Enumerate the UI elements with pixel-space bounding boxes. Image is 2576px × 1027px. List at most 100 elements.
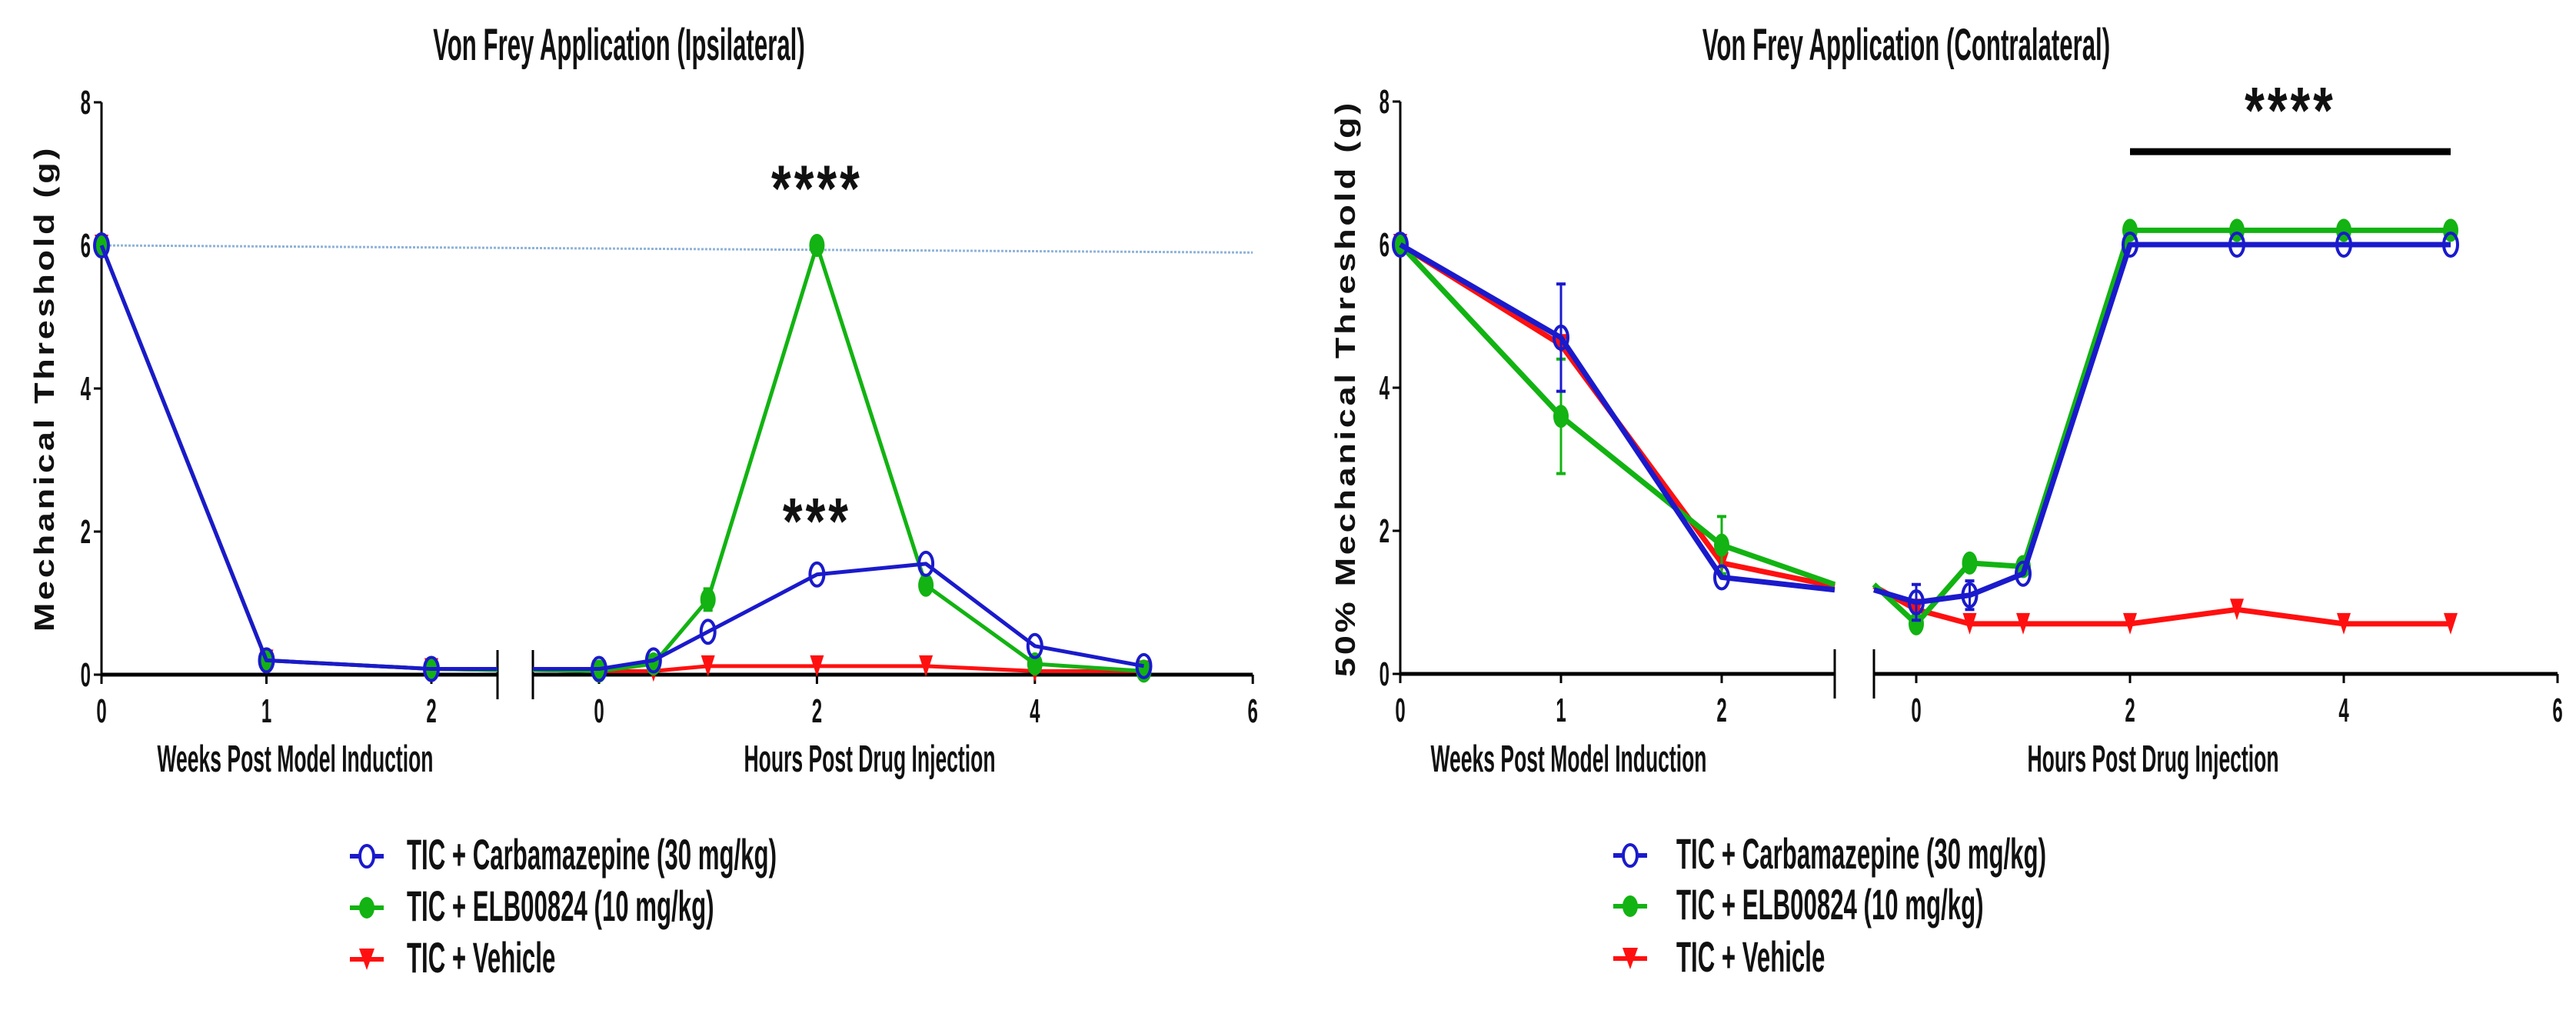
data-point-filled-circle	[1714, 533, 1729, 557]
series-line-hours	[533, 562, 1144, 672]
significance-annotation: ***	[783, 485, 851, 559]
legend-down-triangle-icon	[359, 949, 374, 970]
x-tick-label-weeks: 1	[261, 693, 271, 730]
legend: TIC + Carbamazepine (30 mg/kg)TIC + ELB0…	[1613, 829, 2046, 981]
x-tick-label-weeks: 0	[1395, 692, 1405, 729]
data-point-open-circle	[1961, 582, 1979, 609]
data-point-filled-circle	[1553, 405, 1569, 428]
data-point-down-triangle	[919, 655, 934, 677]
data-point-filled-circle	[700, 588, 716, 612]
x-tick-label-hours: 6	[1248, 693, 1258, 730]
data-point-open-circle	[1135, 652, 1153, 679]
legend-filled-circle-icon	[1622, 895, 1638, 917]
data-point-open-circle	[1713, 564, 1730, 591]
series-line-weeks	[99, 245, 498, 672]
legend-label: TIC + Vehicle	[407, 933, 555, 982]
series-down-triangle	[1393, 234, 2458, 635]
y-tick-label: 8	[81, 85, 91, 122]
chart-ipsilateral: Von Frey Application (Ipsilateral) Mecha…	[28, 20, 1258, 982]
x-axis-label-hours: Hours Post Drug Injection	[744, 738, 995, 780]
x-tick-label-weeks: 2	[426, 693, 436, 730]
y-tick-label: 6	[1380, 227, 1390, 264]
series-line-weeks	[1399, 242, 1835, 593]
data-point-open-circle	[258, 647, 275, 674]
data-point-open-circle	[423, 655, 440, 682]
series-line-hours	[1873, 242, 2451, 605]
x-tick-label-hours: 2	[2125, 692, 2135, 729]
x-tick-label-weeks: 1	[1556, 692, 1566, 729]
data-point-down-triangle	[1962, 612, 1977, 635]
data-point-open-circle	[93, 232, 110, 258]
y-tick-label: 0	[81, 657, 91, 694]
data-point-open-circle	[2335, 232, 2352, 258]
x-tick-label-hours: 4	[1030, 693, 1040, 730]
series-line-hours	[532, 243, 1144, 673]
chart-title: Von Frey Application (Ipsilateral)	[433, 20, 804, 70]
legend-open-circle-icon	[358, 844, 375, 869]
data-point-filled-circle	[918, 573, 934, 597]
chart-contralateral: Von Frey Application (Contralateral) 50%…	[1330, 20, 2562, 982]
data-point-filled-circle	[1962, 551, 1978, 575]
data-point-open-circle	[1392, 232, 1409, 258]
data-point-down-triangle	[2016, 612, 2030, 635]
data-point-down-triangle	[2444, 612, 2458, 635]
data-point-open-circle	[917, 550, 935, 577]
legend-open-circle-icon	[1622, 843, 1639, 868]
series-line-weeks	[99, 245, 498, 672]
data-point-open-circle	[2122, 232, 2138, 258]
data-point-open-circle	[1908, 589, 1925, 615]
legend-item: TIC + Carbamazepine (30 mg/kg)	[350, 830, 777, 879]
series-filled-circle	[1393, 218, 2458, 635]
data-point-open-circle	[2015, 560, 2032, 587]
y-axis-label: 50% Mechanical Threshold (g)	[1330, 100, 1361, 677]
data-point-open-circle	[1553, 324, 1569, 351]
significance-annotation: ****	[2245, 75, 2336, 148]
data-point-open-circle	[1026, 632, 1043, 659]
reference-line	[101, 244, 1253, 254]
data-point-open-circle	[2228, 232, 2245, 258]
legend-label: TIC + ELB00824 (10 mg/kg)	[407, 882, 714, 930]
legend-item: TIC + ELB00824 (10 mg/kg)	[350, 882, 714, 930]
x-tick-label-hours: 0	[1911, 692, 1921, 729]
y-tick-label: 2	[1380, 513, 1390, 550]
y-axis-label: Mechanical Threshold (g)	[28, 145, 60, 632]
data-point-filled-circle	[809, 234, 825, 257]
x-axis-label-weeks: Weeks Post Model Induction	[158, 738, 434, 780]
data-point-open-circle	[591, 655, 607, 682]
series-line-hours	[1872, 584, 2451, 627]
data-point-filled-circle	[1027, 652, 1043, 676]
y-tick-label: 8	[1380, 84, 1390, 121]
legend-label: TIC + Carbamazepine (30 mg/kg)	[407, 830, 777, 879]
x-tick-label-weeks: 2	[1716, 692, 1726, 729]
data-point-open-circle	[2442, 232, 2459, 258]
legend-label: TIC + Carbamazepine (30 mg/kg)	[1676, 829, 2046, 878]
legend-label: TIC + ELB00824 (10 mg/kg)	[1676, 880, 1984, 929]
series-line-weeks	[99, 245, 498, 672]
legend-filled-circle-icon	[359, 897, 374, 919]
chart-title: Von Frey Application (Contralateral)	[1702, 20, 2110, 70]
series-open-circle	[1392, 232, 2459, 622]
x-axis-label-weeks: Weeks Post Model Induction	[1431, 738, 1707, 780]
y-tick-label: 0	[1380, 656, 1390, 693]
legend-item: TIC + Vehicle	[350, 933, 555, 982]
legend-item: TIC + Carbamazepine (30 mg/kg)	[1613, 829, 2046, 878]
x-tick-label-hours: 2	[812, 693, 822, 730]
y-tick-label: 4	[81, 371, 92, 408]
x-tick-label-hours: 6	[2552, 692, 2562, 729]
data-point-down-triangle	[2123, 612, 2137, 635]
x-tick-label-weeks: 0	[96, 693, 106, 730]
data-point-down-triangle	[2337, 612, 2351, 635]
x-tick-label-hours: 0	[594, 693, 604, 730]
legend-item: TIC + ELB00824 (10 mg/kg)	[1613, 880, 1984, 929]
x-tick-label-hours: 4	[2338, 692, 2349, 729]
y-tick-label: 2	[81, 514, 91, 551]
data-point-down-triangle	[2230, 599, 2244, 621]
significance-annotation: ****	[771, 152, 863, 225]
data-point-open-circle	[808, 561, 826, 588]
data-point-open-circle	[699, 619, 717, 645]
data-point-filled-circle	[1909, 612, 1924, 635]
x-axis-label-hours: Hours Post Drug Injection	[2027, 738, 2278, 780]
data-point-open-circle	[644, 647, 662, 674]
series-line-hours	[1872, 227, 2451, 627]
